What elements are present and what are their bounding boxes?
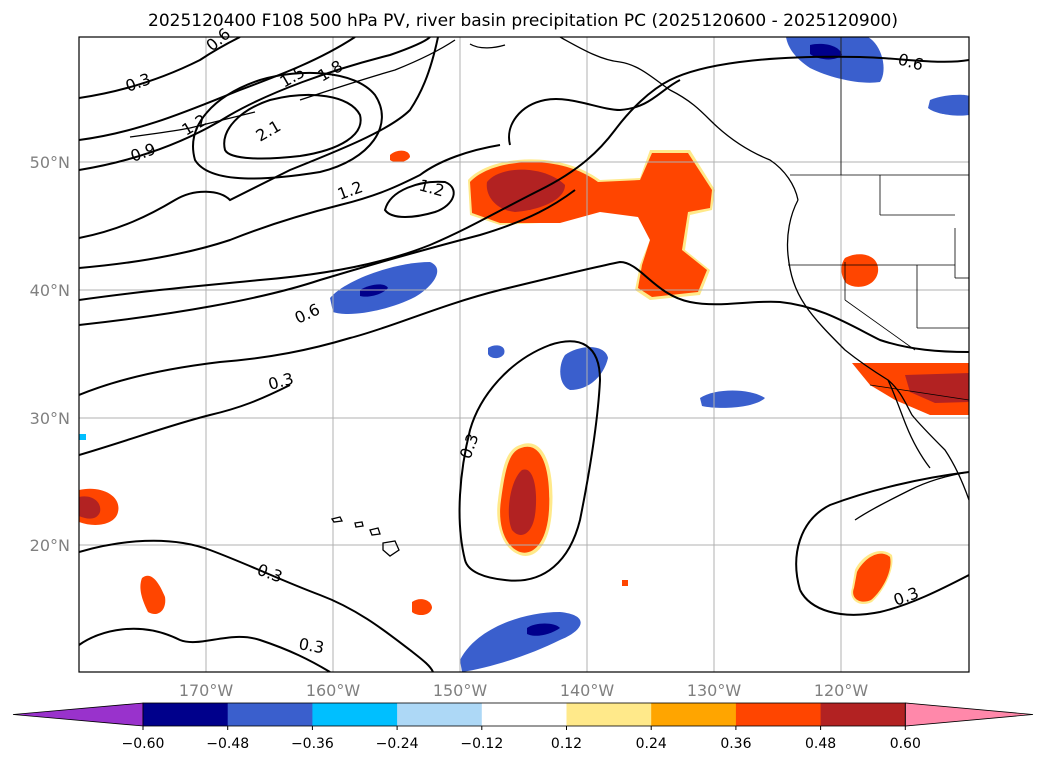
- colorbar: −0.60 −0.48 −0.36 −0.24 −0.12 0.12 0.24 0.36 0.4…: [12, 702, 1034, 752]
- colorbar-tick-label: −0.24: [376, 736, 419, 752]
- colorbar-segment: [735, 703, 822, 726]
- colorbar-tick-label: 0.60: [890, 736, 921, 752]
- positive-anomaly-region: [853, 553, 891, 602]
- strong-positive-region: [905, 373, 969, 403]
- colorbar-segment: [820, 703, 906, 726]
- colorbar-tick-label: 0.12: [551, 736, 582, 752]
- contour-label: 2.1: [253, 116, 285, 145]
- contour-label: 1.5: [277, 62, 309, 91]
- precip-shading: [79, 37, 969, 672]
- map-title: 2025120400 F108 500 hPa PV, river basin …: [148, 11, 898, 31]
- positive-anomaly-region: [390, 150, 410, 163]
- colorbar-tick-label: −0.60: [122, 736, 165, 752]
- state-borders: [788, 37, 969, 401]
- negative-anomaly-region: [700, 390, 765, 408]
- negative-anomaly-region: [560, 347, 608, 390]
- lat-label: 30°N: [30, 409, 70, 428]
- graticule: [79, 37, 969, 672]
- negative-anomaly-region: [460, 612, 581, 672]
- colorbar-segment: [227, 703, 313, 726]
- colorbar-tick-label: −0.12: [460, 736, 503, 752]
- colorbar-segment: [566, 703, 652, 726]
- colorbar-tick-label: 0.24: [636, 736, 667, 752]
- contour-label: 0.3: [297, 634, 325, 657]
- contour-label: 0.3: [255, 560, 285, 587]
- negative-anomaly-region: [786, 37, 884, 83]
- strong-positive-region: [508, 469, 537, 535]
- negative-anomaly-region: [79, 434, 86, 440]
- colorbar-extend-max: [904, 702, 1034, 727]
- colorbar-tick-label: 0.48: [805, 736, 836, 752]
- lon-label: 150°W: [433, 681, 488, 700]
- colorbar-tick-label: −0.36: [291, 736, 334, 752]
- lon-label: 130°W: [687, 681, 742, 700]
- strong-positive-region: [79, 496, 101, 519]
- colorbar-segment: [481, 703, 567, 726]
- colorbar-tick-label: −0.48: [206, 736, 249, 752]
- strong-positive-region: [486, 169, 565, 212]
- colorbar-segment: [143, 703, 229, 726]
- contour-label: 0.6: [292, 300, 323, 328]
- map-frame: [78, 36, 970, 673]
- positive-anomaly-region: [412, 599, 432, 616]
- colorbar-segment: [651, 703, 737, 726]
- positive-anomaly-region: [841, 254, 879, 287]
- lon-label: 160°W: [306, 681, 361, 700]
- positive-anomaly-region: [140, 575, 166, 615]
- colorbar-segment: [397, 703, 483, 726]
- longitude-labels: 170°W 160°W 150°W 140°W 130°W 120°W: [179, 681, 869, 700]
- strong-negative-region: [527, 623, 560, 636]
- lon-label: 140°W: [560, 681, 615, 700]
- strong-negative-region: [810, 43, 842, 60]
- negative-anomaly-region: [928, 94, 969, 116]
- map-panel: [79, 37, 969, 672]
- contour-label: 0.6: [896, 50, 926, 75]
- latitude-labels: 50°N 40°N 30°N 20°N: [30, 153, 70, 555]
- lat-label: 40°N: [30, 281, 70, 300]
- contour-label: 0.3: [891, 583, 921, 610]
- lon-label: 170°W: [179, 681, 234, 700]
- lat-label: 20°N: [30, 536, 70, 555]
- negative-anomaly-region: [488, 345, 505, 359]
- colorbar-extend-min: [12, 702, 144, 727]
- positive-anomaly-region: [622, 580, 628, 586]
- lon-label: 120°W: [814, 681, 869, 700]
- colorbar-tick-label: 0.36: [720, 736, 751, 752]
- lat-label: 50°N: [30, 153, 70, 172]
- contour-label: 0.3: [266, 369, 296, 394]
- contour-label: 1.8: [315, 56, 347, 85]
- contour-label: 0.3: [123, 69, 153, 96]
- contour-label: 1.2: [417, 176, 447, 201]
- pv-contours: [79, 37, 969, 672]
- colorbar-segment: [312, 703, 398, 726]
- colorbar-frame: [142, 702, 906, 727]
